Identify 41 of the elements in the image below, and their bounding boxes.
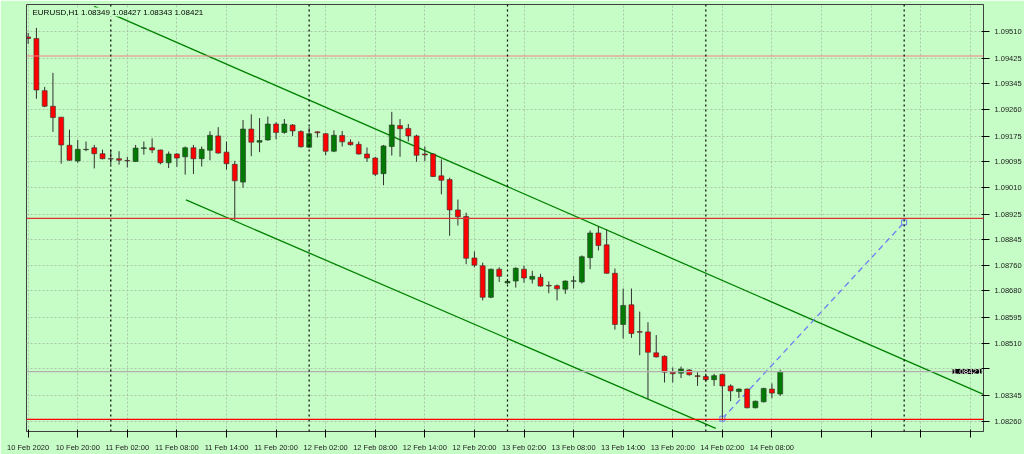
candlestick xyxy=(149,137,155,154)
candlestick xyxy=(182,146,188,176)
candlestick xyxy=(66,129,73,162)
candlestick xyxy=(74,139,81,164)
candlestick xyxy=(413,134,420,163)
candlestick xyxy=(512,266,519,289)
candlestick xyxy=(653,334,660,359)
candlestick xyxy=(265,116,271,142)
candlestick xyxy=(207,130,213,161)
candlestick xyxy=(438,158,445,195)
candlestick xyxy=(595,225,602,251)
candlestick xyxy=(736,387,742,399)
candlestick xyxy=(554,283,560,301)
candlestick xyxy=(50,72,56,133)
candlestick xyxy=(91,144,98,169)
candlestick xyxy=(645,321,651,400)
candlestick xyxy=(455,199,461,226)
candlestick xyxy=(231,160,238,221)
candlestick xyxy=(83,141,89,152)
candlestick xyxy=(777,369,783,397)
candlestick xyxy=(364,146,370,163)
candlestick xyxy=(116,150,122,166)
candlestick xyxy=(256,117,263,153)
candlestick xyxy=(636,311,643,356)
candlestick xyxy=(661,354,668,383)
candlestick xyxy=(174,152,180,168)
candlestick xyxy=(711,373,717,387)
candlestick xyxy=(397,118,403,158)
candlestick xyxy=(620,288,626,339)
chart-title: EURUSD,H1 1.08349 1.08427 1.08343 1.08421 xyxy=(32,7,204,17)
candlestick xyxy=(190,144,197,175)
candlestick xyxy=(198,146,205,167)
candlestick xyxy=(389,111,395,157)
ref-line-label: 1.08421 xyxy=(952,367,983,377)
candlestick xyxy=(248,113,255,157)
candlestick xyxy=(141,141,147,156)
candlestick xyxy=(570,275,577,290)
candlestick xyxy=(769,382,775,399)
candlestick xyxy=(215,126,222,155)
candlestick xyxy=(430,152,436,178)
candlestick xyxy=(223,141,230,171)
